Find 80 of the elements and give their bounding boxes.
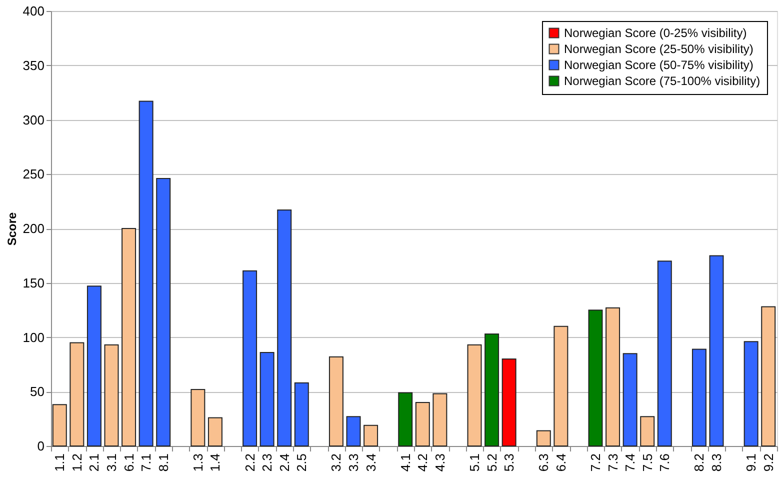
- bar: [398, 392, 413, 446]
- bar: [104, 344, 119, 446]
- legend-label: Norwegian Score (50-75% visibility): [564, 58, 754, 72]
- bar: [657, 260, 672, 446]
- x-tick-label: 8.1: [156, 454, 171, 472]
- bar: [346, 416, 361, 446]
- bar: [692, 348, 706, 446]
- x-tick-label: 9.1: [744, 454, 759, 472]
- x-tick-label: 7.3: [605, 454, 620, 472]
- x-tick-label: 2.3: [260, 454, 275, 472]
- x-tick-label: 9.2: [760, 454, 776, 472]
- x-tick-label: 6.1: [121, 454, 136, 472]
- bar: [294, 382, 309, 446]
- x-tick-label: 2.4: [276, 454, 292, 472]
- x-tick-label: 3.3: [346, 454, 361, 472]
- y-tick-label: 300: [22, 112, 44, 128]
- bar: [328, 356, 344, 446]
- bar: [640, 416, 655, 446]
- bar: [744, 341, 758, 446]
- bar: [536, 430, 551, 446]
- bar: [588, 310, 603, 446]
- y-tick-label: 200: [22, 221, 44, 236]
- x-tick-label: 8.2: [692, 454, 707, 472]
- bar: [709, 255, 724, 446]
- x-tick-label: 1.4: [208, 454, 223, 472]
- bar: [52, 404, 67, 446]
- x-tick-label: 4.1: [398, 454, 413, 472]
- bar: [86, 286, 102, 446]
- bar: [484, 333, 500, 446]
- x-tick-label: 8.3: [709, 454, 724, 472]
- bar: [208, 417, 222, 446]
- y-axis-title: Score: [4, 212, 19, 246]
- bar: [138, 100, 154, 446]
- bar: [122, 228, 136, 446]
- x-tick-label: 3.2: [328, 454, 344, 472]
- x-tick-label: 2.1: [86, 454, 102, 472]
- bar: [432, 393, 448, 446]
- bar: [554, 326, 568, 446]
- x-tick-label: 5.1: [467, 454, 482, 472]
- y-tick-label: 50: [30, 384, 44, 400]
- legend-label: Norwegian Score (75-100% visibility): [564, 74, 760, 88]
- x-tick-label: 1.3: [190, 454, 206, 472]
- bar: [761, 306, 776, 446]
- x-tick-label: 1.2: [69, 454, 84, 472]
- legend-label: Norwegian Score (0-25% visibility): [564, 26, 747, 40]
- bar: [364, 424, 378, 446]
- x-tick-label: 6.4: [553, 454, 568, 472]
- bar: [190, 388, 206, 446]
- x-tick-label: 5.2: [484, 454, 500, 472]
- y-tick-label: 150: [22, 275, 44, 290]
- bar: [70, 342, 84, 446]
- x-tick-label: 7.1: [138, 454, 154, 472]
- bar: [606, 307, 620, 446]
- y-tick-label: 100: [22, 330, 44, 345]
- x-tick-label: 3.4: [363, 454, 378, 472]
- x-tick-label: 7.5: [640, 454, 655, 472]
- x-tick-label: 6.3: [536, 454, 552, 472]
- x-tick-label: 5.3: [502, 454, 517, 472]
- x-tick-label: 1.1: [52, 454, 68, 472]
- x-tick-label: 2.5: [294, 454, 310, 472]
- bar: [415, 402, 430, 446]
- bar: [156, 178, 171, 446]
- legend-label: Norwegian Score (25-50% visibility): [564, 42, 754, 56]
- x-tick-label: 3.1: [104, 454, 119, 472]
- bar: [502, 358, 516, 446]
- bar: [242, 270, 258, 446]
- x-tick-label: 7.4: [622, 454, 638, 472]
- bar: [622, 353, 638, 446]
- bar: [260, 352, 274, 446]
- x-tick-label: 4.2: [415, 454, 430, 472]
- y-tick-label: 250: [22, 166, 44, 182]
- y-tick-label: 400: [22, 4, 44, 18]
- x-tick-label: 7.6: [657, 454, 672, 472]
- y-tick-label: 350: [22, 58, 44, 73]
- y-tick-label: 0: [37, 438, 44, 454]
- x-tick-label: 4.3: [432, 454, 448, 472]
- bar: [467, 344, 482, 446]
- bar: [277, 210, 292, 446]
- x-tick-label: 7.2: [588, 454, 603, 472]
- x-tick-label: 2.2: [242, 454, 258, 472]
